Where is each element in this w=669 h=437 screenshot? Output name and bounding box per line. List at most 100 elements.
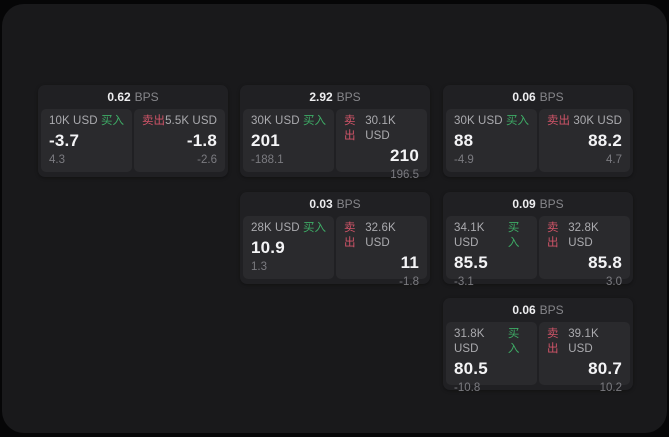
spread-unit: BPS	[539, 90, 564, 104]
sell-size: 30K USD	[573, 115, 622, 127]
spread-header: 0.06 BPS	[443, 85, 633, 109]
buy-tile-header: 10K USD 买入	[49, 114, 124, 129]
quote-body: 30K USD 买入 88 -4.9 卖出 30K USD 88.2 4.7	[443, 109, 633, 177]
buy-label: 买入	[506, 115, 529, 127]
sell-price: 11	[400, 253, 419, 272]
sell-size: 32.6K USD	[365, 222, 396, 249]
buy-label: 买入	[507, 222, 520, 249]
spread-value: 0.62	[107, 90, 131, 104]
sell-tile[interactable]: 卖出 5.5K USD -1.8 -2.6	[134, 109, 225, 172]
sell-tile-header: 卖出 32.6K USD	[344, 221, 419, 251]
buy-size: 30K USD	[454, 115, 503, 127]
spread-unit: BPS	[134, 90, 159, 104]
sell-label: 卖出	[344, 222, 356, 249]
sell-tile[interactable]: 卖出 32.8K USD 85.8 3.0	[539, 216, 630, 288]
sell-tile[interactable]: 卖出 32.6K USD 11 -1.8	[336, 216, 427, 288]
buy-tile[interactable]: 28K USD 买入 10.9 1.3	[243, 216, 334, 279]
buy-price: 85.5	[454, 253, 488, 272]
quote-body: 28K USD 买入 10.9 1.3 卖出 32.6K USD 11 -1.8	[240, 216, 430, 288]
sell-tile[interactable]: 卖出 30K USD 88.2 4.7	[539, 109, 630, 172]
spread-unit: BPS	[539, 303, 564, 317]
sell-delta: 4.7	[606, 154, 622, 166]
buy-tile[interactable]: 30K USD 买入 201 -188.1	[243, 109, 334, 172]
buy-tile[interactable]: 34.1K USD 买入 85.5 -3.1	[446, 216, 537, 288]
buy-size: 10K USD	[49, 115, 98, 127]
spread-header: 0.09 BPS	[443, 192, 633, 216]
quote-card: 0.03 BPS 28K USD 买入 10.9 1.3 卖出 32.6K US…	[240, 192, 430, 288]
sell-size: 30.1K USD	[365, 115, 396, 142]
sell-label: 卖出	[547, 328, 559, 355]
sell-delta: -1.8	[399, 276, 419, 288]
buy-price: 80.5	[454, 359, 488, 378]
sell-price: 210	[390, 146, 419, 165]
spread-header: 0.06 BPS	[443, 298, 633, 322]
buy-delta: -188.1	[251, 154, 284, 166]
spread-value: 0.06	[512, 90, 536, 104]
buy-size: 30K USD	[251, 115, 300, 127]
sell-size: 32.8K USD	[568, 222, 599, 249]
buy-delta: 4.3	[49, 154, 65, 166]
buy-size: 28K USD	[251, 222, 300, 234]
quote-card: 0.09 BPS 34.1K USD 买入 85.5 -3.1 卖出 32.8K…	[443, 192, 633, 288]
quote-body: 10K USD 买入 -3.7 4.3 卖出 5.5K USD -1.8 -2.…	[38, 109, 228, 177]
sell-delta: 3.0	[606, 276, 622, 288]
quote-card: 2.92 BPS 30K USD 买入 201 -188.1 卖出 30.1K …	[240, 85, 430, 181]
quotes-panel: 0.62 BPS 10K USD 买入 -3.7 4.3 卖出 5.5K USD	[2, 4, 667, 433]
spread-value: 2.92	[309, 90, 333, 104]
quotes-grid: 0.62 BPS 10K USD 买入 -3.7 4.3 卖出 5.5K USD	[38, 85, 633, 394]
buy-tile-header: 30K USD 买入	[454, 114, 529, 129]
buy-delta: -3.1	[454, 276, 474, 288]
sell-size: 5.5K USD	[165, 115, 217, 127]
sell-size: 39.1K USD	[568, 328, 599, 355]
sell-price: 85.8	[588, 253, 622, 272]
quote-body: 30K USD 买入 201 -188.1 卖出 30.1K USD 210 1…	[240, 109, 430, 181]
sell-label: 卖出	[547, 115, 570, 127]
sell-tile-header: 卖出 5.5K USD	[142, 114, 217, 129]
sell-tile-header: 卖出 30.1K USD	[344, 114, 419, 144]
buy-price: 10.9	[251, 238, 285, 257]
sell-tile[interactable]: 卖出 39.1K USD 80.7 10.2	[539, 322, 630, 394]
buy-delta: 1.3	[251, 261, 267, 273]
spread-header: 0.03 BPS	[240, 192, 430, 216]
spread-value: 0.06	[512, 303, 536, 317]
sell-delta: 196.5	[390, 169, 419, 181]
sell-label: 卖出	[547, 222, 559, 249]
buy-tile[interactable]: 10K USD 买入 -3.7 4.3	[41, 109, 132, 172]
spread-value: 0.03	[309, 197, 333, 211]
spread-value: 0.09	[512, 197, 536, 211]
sell-label: 卖出	[344, 115, 356, 142]
buy-label: 买入	[101, 115, 124, 127]
buy-size: 34.1K USD	[454, 222, 485, 249]
buy-tile-header: 30K USD 买入	[251, 114, 326, 129]
sell-price: -1.8	[186, 131, 217, 150]
buy-tile-header: 28K USD 买入	[251, 221, 326, 236]
quote-body: 31.8K USD 买入 80.5 -10.8 卖出 39.1K USD 80.…	[443, 322, 633, 394]
spread-header: 2.92 BPS	[240, 85, 430, 109]
quote-card: 0.62 BPS 10K USD 买入 -3.7 4.3 卖出 5.5K USD	[38, 85, 228, 177]
spread-unit: BPS	[336, 90, 361, 104]
buy-price: 201	[251, 131, 280, 150]
buy-label: 买入	[507, 328, 520, 355]
quote-card: 0.06 BPS 30K USD 买入 88 -4.9 卖出 30K USD	[443, 85, 633, 177]
sell-label: 卖出	[142, 115, 165, 127]
buy-tile-header: 34.1K USD 买入	[454, 221, 529, 251]
sell-tile-header: 卖出 39.1K USD	[547, 327, 622, 357]
quote-card: 0.06 BPS 31.8K USD 买入 80.5 -10.8 卖出 39.1…	[443, 298, 633, 394]
sell-price: 80.7	[588, 359, 622, 378]
sell-tile-header: 卖出 30K USD	[547, 114, 622, 129]
buy-delta: -10.8	[454, 382, 481, 394]
sell-delta: 10.2	[599, 382, 622, 394]
buy-price: 88	[454, 131, 474, 150]
buy-tile-header: 31.8K USD 买入	[454, 327, 529, 357]
spread-unit: BPS	[336, 197, 361, 211]
sell-price: 88.2	[588, 131, 622, 150]
buy-label: 买入	[303, 222, 326, 234]
spread-unit: BPS	[539, 197, 564, 211]
buy-size: 31.8K USD	[454, 328, 485, 355]
buy-delta: -4.9	[454, 154, 474, 166]
buy-tile[interactable]: 31.8K USD 买入 80.5 -10.8	[446, 322, 537, 394]
buy-price: -3.7	[49, 131, 80, 150]
buy-tile[interactable]: 30K USD 买入 88 -4.9	[446, 109, 537, 172]
buy-label: 买入	[303, 115, 326, 127]
sell-tile[interactable]: 卖出 30.1K USD 210 196.5	[336, 109, 427, 181]
